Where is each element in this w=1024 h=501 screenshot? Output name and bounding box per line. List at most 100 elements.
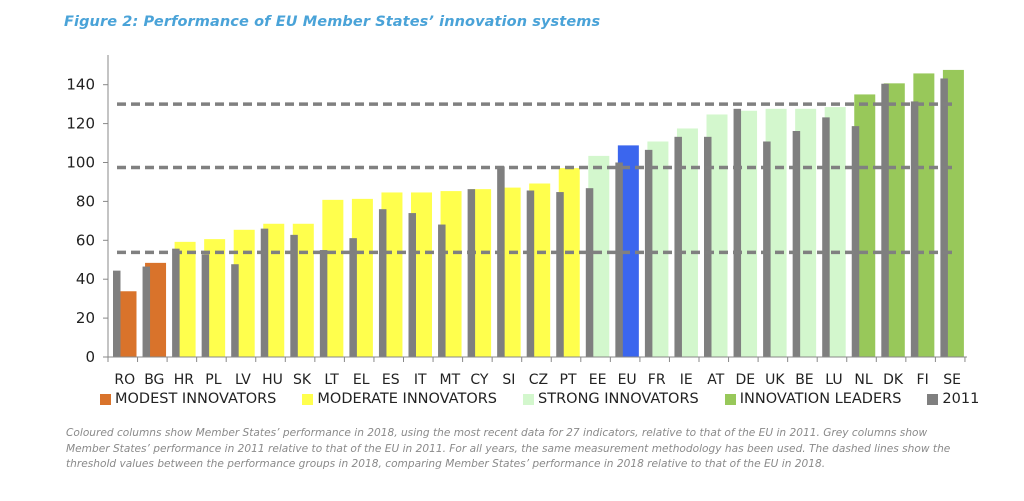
bar-2011-lt [319,250,328,357]
x-tick-label: PT [560,372,577,388]
legend-swatch [927,393,939,405]
bar-2018-fi [913,73,935,357]
x-tick-label: BE [795,372,813,388]
bar-2011-cz [526,190,535,357]
bar-2018-hr [174,241,196,357]
bar-2011-si [497,166,505,357]
x-tick-label: PL [205,372,221,388]
x-tick-label: SE [943,372,961,388]
bar-2018-ie [676,128,698,357]
bar-2011-lu [822,117,830,357]
bar-2011-lv [231,264,239,357]
bar-2011-pt [556,192,564,357]
bar-2018-be [795,108,817,358]
legend-swatch [724,393,736,405]
x-tick-label: NL [854,372,872,388]
x-tick-label: RO [114,372,135,388]
bar-2011-mt [438,224,446,357]
bar-2018-sk [292,223,314,357]
x-tick-label: DK [883,372,904,388]
x-tick-label: DE [736,372,756,388]
x-tick-label: EU [618,372,637,388]
axes: RO BG HR PL LV HU SK LT EL ES IT MT CY SI CZ PT EE EU FR IE… [66,55,967,388]
x-tick-label: BG [144,372,164,388]
bar-2011-fi [910,101,919,357]
bar-2018-nl [854,94,876,358]
x-tick-label: SK [293,372,312,388]
x-tick-label: IE [680,372,693,388]
bar-2011-be [792,130,801,357]
x-tick-label: UK [765,372,785,388]
x-tick-label: ES [382,372,400,388]
bar-2011-pl [201,254,210,357]
x-tick-label: FR [648,372,666,388]
x-tick-label: HR [174,372,195,388]
bar-2011-fr [644,149,653,357]
figure-caption: Coloured columns show Member States’ per… [66,427,951,470]
bar-2011-it [408,213,416,357]
bar-2018-mt [440,191,462,357]
legend: MODEST INNOVATORS MODERATE INNOVATORS STRO… [100,391,1005,407]
bars [113,69,964,358]
legend-label: MODERATE INNOVATORS [317,391,498,407]
legend-item-2011: 2011 [927,391,979,407]
x-tick-label: EL [353,372,370,388]
bar-2018-el [351,198,373,357]
bar-2011-hr [172,248,180,357]
bar-2018-si [499,187,521,357]
bar-2018-cy [470,189,492,357]
x-tick-label: LV [235,372,251,388]
x-tick-label: LU [825,372,842,388]
y-tick-label: 80 [76,192,95,210]
bar-2011-sk [290,234,298,357]
legend-swatch [523,393,535,405]
y-tick-label: 60 [76,231,95,249]
y-tick-label: 40 [76,270,95,288]
x-tick-label: AT [707,372,724,388]
y-tick-label: 0 [85,348,95,366]
bar-2011-es [378,209,387,357]
bar-2011-nl [851,126,860,357]
bar-2011-ee [585,188,594,357]
bar-2011-de [733,108,742,358]
x-tick-label: SI [502,372,515,388]
bar-2011-dk [881,83,889,357]
bar-2011-el [349,238,357,357]
bar-2018-pt [558,168,580,357]
bar-2018-ro [115,291,137,357]
figure-title: Figure 2: Performance of EU Member State… [64,14,601,30]
legend-label: MODEST INNOVATORS [115,391,277,407]
y-tick-label: 120 [66,115,95,133]
bar-2018-pl [204,239,226,357]
legend-item-modest: MODEST INNOVATORS [100,391,276,407]
bar-2011-eu [615,162,623,357]
bar-2018-bg [145,262,167,357]
bar-2018-es [381,192,403,357]
x-tick-label: EE [589,372,607,388]
x-tick-label: HU [262,372,283,388]
bar-2018-hu [263,223,285,357]
y-tick-label: 140 [66,76,95,94]
bar-2018-dk [883,83,905,357]
bar-2018-lt [322,199,344,357]
bar-2018-se [942,69,964,357]
bar-2011-at [704,136,712,357]
x-tick-label: MT [440,372,461,388]
x-tick-label: LT [324,372,339,388]
legend-item-moderate: MODERATE INNOVATORS [302,391,497,407]
bar-2018-fr [647,141,669,357]
bar-2011-uk [763,141,771,357]
x-tick-label: FI [917,372,929,388]
x-tick-label: CZ [529,372,548,388]
y-tick-label: 20 [76,309,95,327]
legend-item-strong: STRONG INNOVATORS [523,391,699,407]
legend-label: INNOVATION LEADERS [739,391,902,407]
bar-2018-cz [529,183,551,357]
bar-2011-bg [142,266,151,357]
bar-2018-de [736,110,758,357]
bar-2018-ee [588,155,610,357]
bar-2018-lu [824,107,846,357]
bar-2018-it [411,192,432,357]
legend-label: STRONG INNOVATORS [538,391,699,407]
legend-item-leader: INNOVATION LEADERS [724,391,902,407]
